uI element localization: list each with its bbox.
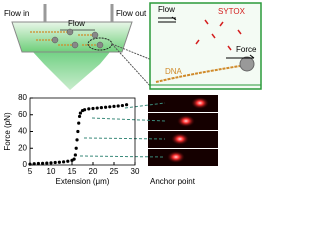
data-point xyxy=(77,121,81,125)
data-point xyxy=(72,157,76,161)
data-point xyxy=(125,103,129,107)
data-point xyxy=(75,138,79,142)
data-point xyxy=(87,107,91,111)
fluorescence-images xyxy=(79,95,218,166)
data-point xyxy=(74,146,78,150)
data-point xyxy=(62,160,66,164)
x-tick-label: 25 xyxy=(110,167,119,176)
data-point xyxy=(77,114,82,119)
flow-chamber xyxy=(11,4,153,90)
y-tick-label: 40 xyxy=(18,127,27,136)
data-point xyxy=(76,129,80,134)
dna-label: DNA xyxy=(165,67,183,76)
figure: Flow in Flow Flow out Flow SYTOX DNA For… xyxy=(3,2,262,186)
data-point xyxy=(36,161,41,166)
data-point xyxy=(49,161,53,165)
anchor-point-label: Anchor point xyxy=(150,177,196,186)
force-label: Force xyxy=(236,45,257,54)
data-point xyxy=(32,162,36,166)
y-tick-label: 60 xyxy=(18,110,27,119)
data-point xyxy=(53,160,57,165)
y-axis-label: Force (pN) xyxy=(3,112,12,151)
data-point xyxy=(45,161,49,165)
inset xyxy=(149,2,262,90)
data-point xyxy=(91,106,95,111)
x-tick-label: 10 xyxy=(47,167,56,176)
data-point xyxy=(120,103,124,108)
data-point xyxy=(57,160,62,164)
y-tick-label: 80 xyxy=(18,93,27,102)
x-tick-label: 15 xyxy=(68,167,77,176)
flow-label: Flow xyxy=(68,19,85,28)
data-point xyxy=(104,105,108,109)
flow-out-label: Flow out xyxy=(116,9,147,18)
x-axis-label: Extension (μm) xyxy=(56,177,110,186)
data-point xyxy=(78,111,82,115)
x-tick-label: 30 xyxy=(131,167,140,176)
x-tick-label: 5 xyxy=(28,167,33,176)
data-point xyxy=(28,162,32,166)
data-point xyxy=(116,104,120,108)
data-point xyxy=(99,106,103,110)
flow-in-label: Flow in xyxy=(4,9,29,18)
plot-frame xyxy=(29,97,136,166)
x-tick-label: 20 xyxy=(89,167,98,176)
data-point xyxy=(95,106,99,110)
data-point xyxy=(108,105,112,109)
y-tick-label: 20 xyxy=(18,143,27,152)
inset-flow-label: Flow xyxy=(158,5,175,14)
data-point xyxy=(83,108,87,112)
sytox-label: SYTOX xyxy=(218,7,246,16)
data-point xyxy=(112,104,116,108)
data-point xyxy=(66,159,70,163)
y-tick-label: 0 xyxy=(23,160,28,169)
data-point xyxy=(41,161,45,165)
data-point xyxy=(73,153,77,157)
